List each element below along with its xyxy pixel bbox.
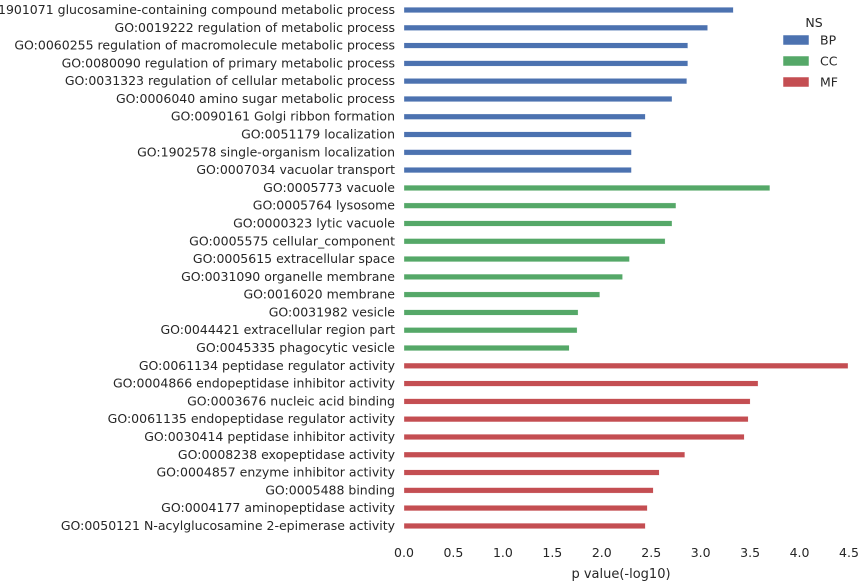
category-label: GO:0044421 extracellular region part: [160, 322, 395, 337]
bar: [403, 78, 687, 85]
category-label: GO:0019222 regulation of metabolic proce…: [115, 20, 395, 35]
legend-swatch: [782, 34, 810, 46]
category-label: GO:0005764 lysosome: [253, 198, 396, 213]
legend-label: BP: [820, 33, 837, 48]
category-label: GO:0061134 peptidase regulator activity: [139, 358, 396, 373]
x-tick-label: 2.5: [641, 545, 661, 560]
bar: [403, 24, 708, 31]
category-label: GO:0051179 localization: [241, 127, 395, 142]
bars-group: [403, 7, 849, 529]
category-label: GO:1902578 single-organism localization: [137, 144, 395, 159]
legend-title: NS: [805, 15, 822, 30]
category-label: GO:0005773 vacuole: [263, 180, 395, 195]
bar: [403, 434, 745, 440]
bar: [403, 7, 734, 13]
category-label: GO:0090161 Golgi ribbon formation: [171, 109, 395, 124]
bar: [403, 291, 600, 298]
bar: [403, 220, 673, 227]
bar: [403, 149, 632, 156]
legend-swatch: [782, 55, 810, 67]
bar: [403, 451, 685, 458]
category-label: GO:0005575 cellular_component: [189, 233, 395, 248]
bar: [403, 345, 570, 351]
legend-label: CC: [820, 54, 838, 69]
category-label: GO:0004177 aminopeptidase activity: [161, 500, 395, 515]
x-tick-label: 1.5: [542, 545, 562, 560]
category-label: GO:0061135 endopeptidase regulator activ…: [108, 411, 396, 426]
legend-label: MF: [820, 75, 838, 90]
bar: [403, 113, 646, 120]
bar: [403, 60, 688, 67]
category-label: GO:0005488 binding: [265, 482, 395, 497]
legend-swatch: [782, 76, 810, 88]
category-label: GO:0080090 regulation of primary metabol…: [62, 55, 395, 70]
category-label: GO:0005615 extracellular space: [193, 251, 395, 266]
category-labels-group: GO:1901071 glucosamine-containing compou…: [0, 2, 396, 533]
bar: [403, 487, 654, 494]
category-label: GO:0030414 peptidase inhibitor activity: [144, 429, 395, 444]
x-tick-label: 3.0: [691, 545, 711, 560]
category-label: GO:0031982 vesicle: [269, 304, 396, 319]
bar: [403, 327, 578, 334]
x-axis-label: p value(-log10): [571, 567, 670, 582]
bar: [403, 96, 673, 102]
bar: [403, 184, 771, 191]
category-label: GO:0016020 membrane: [243, 287, 395, 302]
category-label: GO:0006040 amino sugar metabolic process: [116, 91, 395, 106]
legend: NS BP CC MF: [782, 15, 838, 90]
category-label: GO:0008238 exopeptidase activity: [178, 447, 396, 462]
bar: [403, 256, 630, 262]
x-tick-label: 2.0: [592, 545, 612, 560]
category-label: GO:0050121 N-acylglucosamine 2-epimerase…: [61, 518, 396, 533]
bar: [403, 398, 751, 405]
bar: [403, 309, 579, 316]
x-tick-label: 4.0: [790, 545, 810, 560]
x-tick-label: 4.5: [839, 545, 859, 560]
bar: [403, 523, 646, 529]
bar: [403, 202, 677, 209]
bar: [403, 273, 623, 280]
bar: [403, 131, 632, 138]
bar: [403, 167, 632, 174]
bar: [403, 505, 648, 512]
x-tick-label: 0.0: [394, 545, 414, 560]
x-tick-labels-group: 0.0 0.5 1.0 1.5 2.0 2.5 3.0 3.5 4.0 4.5: [394, 545, 859, 560]
bar: [403, 380, 759, 387]
bar: [403, 362, 849, 369]
category-label: GO:0045335 phagocytic vesicle: [196, 340, 395, 355]
x-tick-label: 1.0: [493, 545, 513, 560]
category-label: GO:1901071 glucosamine-containing compou…: [0, 2, 395, 17]
category-label: GO:0031323 regulation of cellular metabo…: [65, 73, 395, 88]
category-label: GO:0007034 vacuolar transport: [196, 162, 395, 177]
category-label: GO:0003676 nucleic acid binding: [187, 393, 395, 408]
bar: [403, 469, 660, 476]
category-label: GO:0031090 organelle membrane: [181, 269, 395, 284]
x-tick-label: 0.5: [443, 545, 463, 560]
category-label: GO:0000323 lytic vacuole: [233, 215, 395, 230]
bar: [403, 42, 688, 49]
category-label: GO:0060255 regulation of macromolecule m…: [14, 38, 395, 53]
category-label: GO:0004866 endopeptidase inhibitor activ…: [113, 376, 396, 391]
bar: [403, 238, 666, 245]
category-label: GO:0004857 enzyme inhibitor activity: [156, 465, 395, 480]
x-tick-label: 3.5: [740, 545, 760, 560]
bar: [403, 416, 749, 423]
